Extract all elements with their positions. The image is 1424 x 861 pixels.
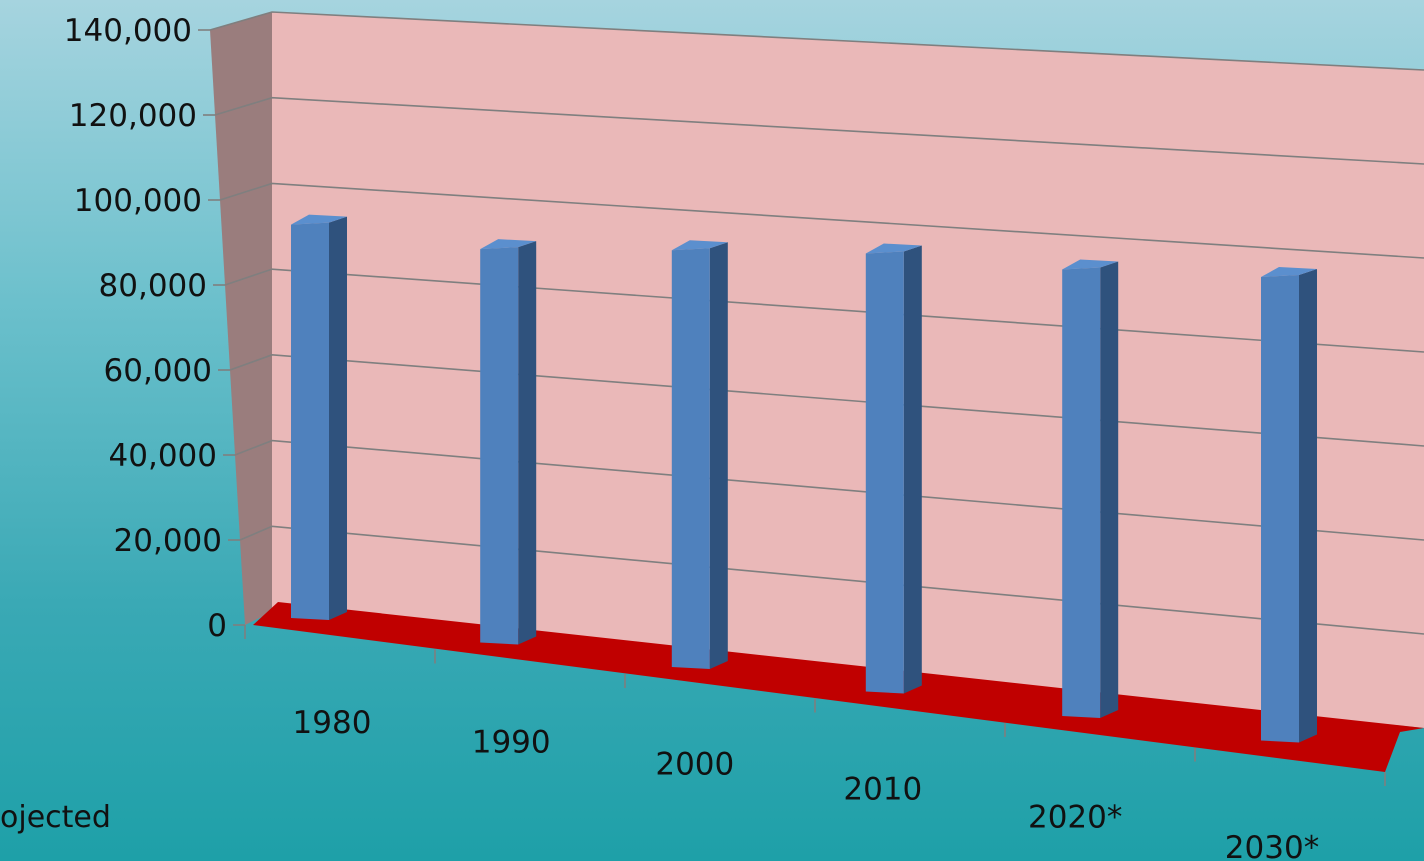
bar-2000 bbox=[671, 240, 728, 669]
y-axis-ticks bbox=[198, 29, 245, 626]
x-tick-label: 2010 bbox=[843, 772, 922, 808]
x-tick-label: 2030* bbox=[1225, 830, 1319, 861]
back-wall bbox=[272, 12, 1424, 728]
y-tick-label: 40,000 bbox=[109, 438, 217, 474]
y-tick-label: 100,000 bbox=[74, 183, 202, 219]
floor-plane bbox=[253, 602, 1424, 772]
gridline bbox=[219, 182, 1424, 259]
x-tick-label: 1990 bbox=[472, 724, 551, 760]
bar-2010 bbox=[865, 243, 922, 694]
chart-walls bbox=[210, 12, 1424, 728]
gridline bbox=[239, 525, 1424, 635]
x-tick-label: 1980 bbox=[293, 705, 372, 741]
gridlines bbox=[209, 11, 1424, 635]
y-axis-labels: 0 20,000 40,000 60,000 80,000 100,000 120,000 1… bbox=[64, 13, 227, 644]
bar-2020-projected bbox=[1062, 259, 1119, 718]
gridline bbox=[229, 354, 1424, 447]
y-tick-label: 60,000 bbox=[104, 353, 212, 389]
y-tick-label: 120,000 bbox=[69, 98, 197, 134]
gridline bbox=[214, 96, 1424, 165]
chart-floor bbox=[253, 602, 1424, 772]
footnote: ojected bbox=[0, 800, 111, 835]
gridline bbox=[234, 439, 1424, 541]
bar-1990 bbox=[480, 239, 537, 645]
bar-2030-projected bbox=[1261, 267, 1317, 743]
y-tick-label: 0 bbox=[207, 608, 227, 644]
y-tick-label: 140,000 bbox=[64, 13, 192, 49]
x-axis-labels: 1980 1990 2000 2010 2020* 2030* bbox=[293, 705, 1320, 861]
bar-1980 bbox=[291, 214, 347, 620]
x-axis-ticks bbox=[244, 625, 1386, 786]
gridline bbox=[224, 268, 1424, 353]
y-tick-label: 20,000 bbox=[114, 523, 222, 559]
gridline bbox=[209, 11, 1424, 71]
x-tick-label: 2020* bbox=[1028, 799, 1122, 835]
x-tick-label: 2000 bbox=[655, 747, 734, 783]
y-tick-label: 80,000 bbox=[99, 268, 207, 304]
side-wall bbox=[210, 12, 272, 625]
bar-series bbox=[291, 214, 1317, 743]
